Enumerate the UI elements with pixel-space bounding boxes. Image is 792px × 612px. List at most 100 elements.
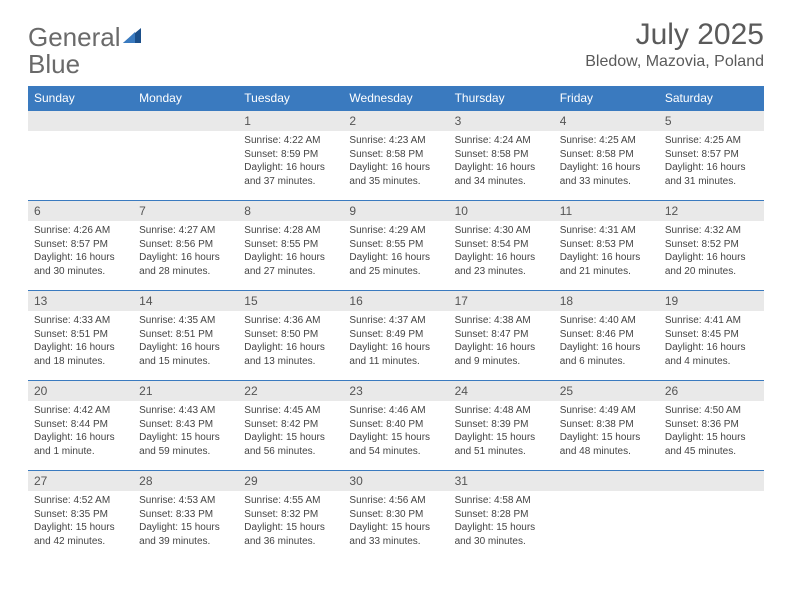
sunrise-value: 4:41 AM — [704, 315, 741, 326]
daylight-label: Daylight: — [560, 342, 599, 353]
calendar-day-cell: 7Sunrise: 4:27 AMSunset: 8:56 PMDaylight… — [133, 200, 238, 290]
sunset-label: Sunset: — [349, 509, 383, 520]
sunset-value: 8:59 PM — [281, 149, 318, 160]
daylight-label: Daylight: — [34, 252, 73, 263]
daylight-label: Daylight: — [349, 432, 388, 443]
day-number-empty — [133, 110, 238, 131]
day-body: Sunrise: 4:58 AMSunset: 8:28 PMDaylight:… — [449, 491, 554, 554]
calendar-day-cell: 23Sunrise: 4:46 AMSunset: 8:40 PMDayligh… — [343, 380, 448, 470]
day-body: Sunrise: 4:26 AMSunset: 8:57 PMDaylight:… — [28, 221, 133, 284]
sunrise-value: 4:23 AM — [389, 135, 426, 146]
sunrise-value: 4:55 AM — [284, 495, 321, 506]
sunset-value: 8:58 PM — [491, 149, 528, 160]
sunset-value: 8:52 PM — [702, 239, 739, 250]
sail-icon — [123, 33, 145, 50]
calendar-day-cell: 10Sunrise: 4:30 AMSunset: 8:54 PMDayligh… — [449, 200, 554, 290]
day-number: 22 — [238, 380, 343, 401]
sunset-value: 8:42 PM — [281, 419, 318, 430]
sunset-value: 8:43 PM — [176, 419, 213, 430]
daylight-label: Daylight: — [34, 342, 73, 353]
day-body: Sunrise: 4:31 AMSunset: 8:53 PMDaylight:… — [554, 221, 659, 284]
sunset-value: 8:58 PM — [596, 149, 633, 160]
day-number: 5 — [659, 110, 764, 131]
calendar-day-cell: 29Sunrise: 4:55 AMSunset: 8:32 PMDayligh… — [238, 470, 343, 560]
sunrise-label: Sunrise: — [349, 405, 386, 416]
weekday-header: Monday — [133, 86, 238, 110]
sunset-label: Sunset: — [139, 419, 173, 430]
day-body-empty — [133, 131, 238, 191]
day-body: Sunrise: 4:41 AMSunset: 8:45 PMDaylight:… — [659, 311, 764, 374]
day-body: Sunrise: 4:48 AMSunset: 8:39 PMDaylight:… — [449, 401, 554, 464]
sunset-value: 8:57 PM — [702, 149, 739, 160]
day-number: 21 — [133, 380, 238, 401]
sunrise-value: 4:33 AM — [73, 315, 110, 326]
daylight-label: Daylight: — [244, 342, 283, 353]
day-number: 16 — [343, 290, 448, 311]
weekday-header: Thursday — [449, 86, 554, 110]
day-number: 23 — [343, 380, 448, 401]
day-body: Sunrise: 4:22 AMSunset: 8:59 PMDaylight:… — [238, 131, 343, 194]
sunset-value: 8:57 PM — [71, 239, 108, 250]
sunrise-value: 4:24 AM — [494, 135, 531, 146]
daylight-label: Daylight: — [349, 252, 388, 263]
sunset-value: 8:28 PM — [491, 509, 528, 520]
weekday-header: Tuesday — [238, 86, 343, 110]
sunset-label: Sunset: — [560, 329, 594, 340]
day-body-empty — [554, 491, 659, 551]
day-number: 15 — [238, 290, 343, 311]
sunrise-label: Sunrise: — [455, 315, 492, 326]
sunset-label: Sunset: — [139, 329, 173, 340]
daylight-label: Daylight: — [665, 162, 704, 173]
sunset-label: Sunset: — [455, 329, 489, 340]
calendar-day-cell: 16Sunrise: 4:37 AMSunset: 8:49 PMDayligh… — [343, 290, 448, 380]
sunrise-label: Sunrise: — [665, 225, 702, 236]
sunrise-value: 4:25 AM — [599, 135, 636, 146]
daylight-label: Daylight: — [34, 522, 73, 533]
day-body: Sunrise: 4:25 AMSunset: 8:57 PMDaylight:… — [659, 131, 764, 194]
sunset-label: Sunset: — [349, 239, 383, 250]
sunset-label: Sunset: — [455, 419, 489, 430]
sunset-label: Sunset: — [244, 329, 278, 340]
sunrise-value: 4:40 AM — [599, 315, 636, 326]
sunrise-label: Sunrise: — [349, 135, 386, 146]
calendar-day-cell: 22Sunrise: 4:45 AMSunset: 8:42 PMDayligh… — [238, 380, 343, 470]
sunset-value: 8:55 PM — [281, 239, 318, 250]
sunrise-value: 4:35 AM — [179, 315, 216, 326]
sunrise-value: 4:52 AM — [73, 495, 110, 506]
day-body: Sunrise: 4:37 AMSunset: 8:49 PMDaylight:… — [343, 311, 448, 374]
daylight-label: Daylight: — [665, 252, 704, 263]
day-number: 30 — [343, 470, 448, 491]
sunset-value: 8:32 PM — [281, 509, 318, 520]
day-number: 4 — [554, 110, 659, 131]
daylight-label: Daylight: — [139, 522, 178, 533]
day-number: 27 — [28, 470, 133, 491]
weekday-header: Sunday — [28, 86, 133, 110]
calendar-week-row: 1Sunrise: 4:22 AMSunset: 8:59 PMDaylight… — [28, 110, 764, 200]
sunrise-value: 4:56 AM — [389, 495, 426, 506]
sunrise-value: 4:46 AM — [389, 405, 426, 416]
sunrise-label: Sunrise: — [560, 225, 597, 236]
calendar-day-cell: 27Sunrise: 4:52 AMSunset: 8:35 PMDayligh… — [28, 470, 133, 560]
daylight-label: Daylight: — [455, 522, 494, 533]
brand-word-2: Blue — [28, 49, 80, 79]
sunrise-value: 4:49 AM — [599, 405, 636, 416]
calendar-day-cell: 24Sunrise: 4:48 AMSunset: 8:39 PMDayligh… — [449, 380, 554, 470]
sunset-label: Sunset: — [665, 329, 699, 340]
sunset-value: 8:45 PM — [702, 329, 739, 340]
daylight-label: Daylight: — [560, 432, 599, 443]
day-body: Sunrise: 4:36 AMSunset: 8:50 PMDaylight:… — [238, 311, 343, 374]
day-body: Sunrise: 4:28 AMSunset: 8:55 PMDaylight:… — [238, 221, 343, 284]
sunset-label: Sunset: — [244, 419, 278, 430]
sunrise-label: Sunrise: — [139, 405, 176, 416]
sunset-value: 8:47 PM — [491, 329, 528, 340]
page-subtitle: Bledow, Mazovia, Poland — [585, 53, 764, 71]
sunrise-label: Sunrise: — [34, 225, 71, 236]
sunrise-label: Sunrise: — [665, 315, 702, 326]
brand-word-1: General — [28, 22, 121, 52]
calendar-day-cell: 3Sunrise: 4:24 AMSunset: 8:58 PMDaylight… — [449, 110, 554, 200]
sunrise-label: Sunrise: — [139, 225, 176, 236]
day-number: 9 — [343, 200, 448, 221]
day-number: 3 — [449, 110, 554, 131]
sunset-value: 8:54 PM — [491, 239, 528, 250]
sunset-label: Sunset: — [349, 329, 383, 340]
